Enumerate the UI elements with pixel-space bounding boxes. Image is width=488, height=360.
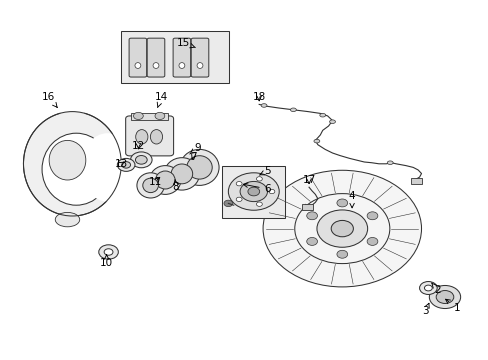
Circle shape: [428, 285, 460, 309]
Circle shape: [306, 238, 317, 246]
Circle shape: [256, 177, 262, 181]
Text: 5: 5: [259, 166, 271, 176]
Circle shape: [294, 194, 389, 264]
Ellipse shape: [153, 63, 159, 68]
Circle shape: [366, 238, 377, 246]
Bar: [221, 166, 285, 218]
Ellipse shape: [313, 139, 319, 143]
Text: 6: 6: [243, 183, 271, 194]
Circle shape: [263, 170, 421, 287]
Text: 3: 3: [421, 303, 428, 316]
Text: 11: 11: [148, 177, 162, 187]
Circle shape: [316, 210, 367, 247]
Ellipse shape: [186, 156, 212, 179]
Text: 9: 9: [189, 143, 201, 154]
Circle shape: [366, 212, 377, 220]
Circle shape: [306, 212, 317, 220]
FancyBboxPatch shape: [125, 116, 173, 156]
Circle shape: [247, 187, 259, 196]
Ellipse shape: [42, 133, 110, 205]
Ellipse shape: [180, 149, 219, 185]
FancyBboxPatch shape: [147, 38, 164, 77]
Ellipse shape: [135, 130, 148, 144]
Bar: [130, 113, 167, 120]
Circle shape: [99, 245, 118, 259]
Text: 15: 15: [176, 38, 195, 48]
Circle shape: [155, 112, 164, 120]
Circle shape: [135, 156, 147, 164]
Ellipse shape: [329, 120, 335, 123]
Ellipse shape: [49, 140, 85, 180]
Text: 13: 13: [114, 159, 128, 169]
Text: 10: 10: [100, 255, 113, 268]
Bar: [410, 178, 421, 184]
Ellipse shape: [23, 112, 121, 216]
Circle shape: [224, 200, 232, 207]
Circle shape: [330, 220, 353, 237]
Ellipse shape: [197, 63, 203, 68]
Text: 18: 18: [252, 92, 265, 102]
Ellipse shape: [137, 173, 164, 198]
Text: 16: 16: [42, 92, 57, 107]
Text: 4: 4: [348, 191, 355, 208]
Ellipse shape: [55, 212, 80, 227]
Circle shape: [133, 112, 143, 120]
Ellipse shape: [164, 158, 199, 190]
Circle shape: [336, 250, 347, 258]
Text: 7: 7: [189, 152, 196, 162]
Text: 2: 2: [430, 283, 440, 295]
Circle shape: [104, 249, 113, 255]
Ellipse shape: [81, 133, 134, 202]
Ellipse shape: [150, 130, 162, 144]
Ellipse shape: [179, 63, 184, 68]
Circle shape: [240, 181, 267, 202]
Ellipse shape: [142, 178, 158, 193]
Circle shape: [236, 181, 242, 186]
Text: 14: 14: [154, 92, 168, 108]
Circle shape: [117, 158, 135, 171]
Ellipse shape: [319, 113, 325, 117]
Circle shape: [122, 162, 130, 168]
Text: 17: 17: [302, 175, 315, 185]
Circle shape: [228, 173, 279, 210]
FancyBboxPatch shape: [173, 38, 190, 77]
FancyBboxPatch shape: [129, 38, 146, 77]
Ellipse shape: [261, 104, 266, 107]
Circle shape: [130, 152, 152, 168]
Circle shape: [236, 197, 242, 202]
Circle shape: [256, 202, 262, 206]
Ellipse shape: [171, 164, 192, 184]
Text: 8: 8: [172, 179, 179, 192]
Circle shape: [424, 285, 431, 291]
Text: 1: 1: [445, 299, 460, 313]
Ellipse shape: [149, 166, 181, 194]
Ellipse shape: [155, 171, 175, 189]
Bar: [121, 31, 228, 83]
Bar: [302, 204, 312, 210]
FancyBboxPatch shape: [191, 38, 208, 77]
Ellipse shape: [290, 108, 296, 112]
Circle shape: [336, 199, 347, 207]
Ellipse shape: [135, 63, 141, 68]
Ellipse shape: [386, 161, 392, 165]
Circle shape: [435, 291, 453, 303]
Text: 12: 12: [131, 141, 145, 151]
Circle shape: [419, 282, 436, 294]
Circle shape: [268, 189, 274, 194]
